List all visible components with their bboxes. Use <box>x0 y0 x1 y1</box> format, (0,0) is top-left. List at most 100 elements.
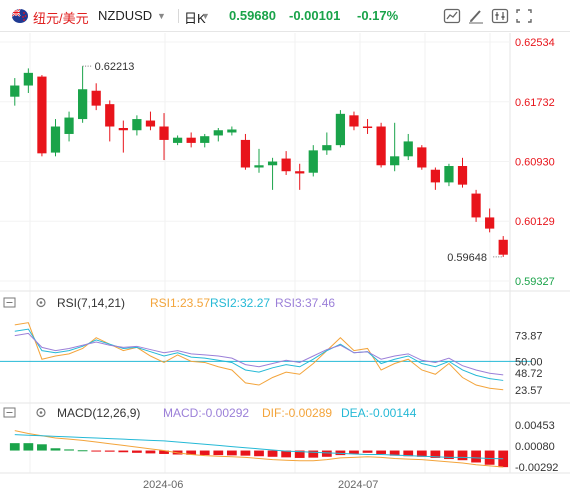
macd-histogram-bar <box>321 450 332 457</box>
candle-body <box>498 239 508 255</box>
candlestick-chart[interactable]: 0.62534 0.61732 0.60930 0.60129 0.59327 0.622… <box>0 33 570 495</box>
macd-histogram-bar <box>335 450 346 456</box>
macd-histogram-bar <box>77 450 88 452</box>
macd-histogram-bar <box>498 450 509 468</box>
candle-body <box>91 90 101 106</box>
chevron-down-icon[interactable]: ▼ <box>157 11 166 21</box>
candle-body <box>186 137 196 143</box>
candle-body <box>200 136 210 143</box>
macd-histogram-bar <box>416 450 427 457</box>
low-price-label: 0.59648 <box>447 252 487 264</box>
candle-body <box>295 171 305 174</box>
candle-body <box>105 104 115 127</box>
candle-body <box>444 166 454 183</box>
candle-body <box>267 161 278 166</box>
candle-body <box>23 72 33 86</box>
candle-body <box>403 141 413 157</box>
minimize-icon <box>3 297 16 308</box>
candle-body <box>227 129 237 133</box>
macd-dif-line <box>14 430 504 468</box>
rsi-line-3 <box>14 332 504 376</box>
macd-histogram-bar <box>294 450 305 458</box>
candle-body <box>417 147 427 168</box>
rsi-legend-3: RSI3:37.46 <box>275 296 335 310</box>
draw-icon[interactable] <box>467 8 485 24</box>
macd-histogram-bar <box>349 450 359 454</box>
macd-histogram-bar <box>240 450 251 456</box>
period-selector[interactable]: 日K <box>184 11 206 26</box>
date-axis-label: 2024-07 <box>338 479 378 491</box>
macd-histogram-bar <box>362 450 373 453</box>
candle-body <box>132 119 142 131</box>
header-divider <box>178 9 179 23</box>
candle-body <box>349 115 359 127</box>
rsi-tick-label: 48.72 <box>515 368 543 380</box>
chevron-down-icon[interactable]: ▼ <box>201 11 210 21</box>
macd-dea-line <box>14 434 504 460</box>
macd-legend-1: MACD:-0.00292 <box>163 406 249 420</box>
last-price: 0.59680 <box>229 8 276 23</box>
date-axis-label: 2024-06 <box>143 479 183 491</box>
candle-body <box>471 193 481 218</box>
candle-body <box>362 126 373 129</box>
minimize-icon <box>3 407 16 418</box>
macd-histogram-bar <box>91 450 102 452</box>
macd-tick-label: 0.00080 <box>515 441 555 453</box>
candle-body <box>118 128 128 131</box>
pair-name-cn[interactable]: 纽元/美元 <box>33 11 89 26</box>
macd-histogram-bar <box>118 450 129 453</box>
macd-histogram-bar <box>199 450 210 456</box>
rsi-line-2 <box>14 328 504 381</box>
macd-legend-3: DEA:-0.00144 <box>341 406 417 420</box>
macd-histogram-bar <box>267 450 278 457</box>
macd-histogram-bar <box>186 450 197 455</box>
candle-body <box>457 166 468 185</box>
candle-body <box>376 126 386 166</box>
rsi-tick-label: 50.00 <box>515 356 543 368</box>
price-tick-label: 0.60930 <box>515 157 555 169</box>
candle-body <box>172 137 183 143</box>
pair-symbol[interactable]: NZDUSD <box>98 8 153 23</box>
candle-body <box>322 145 332 151</box>
settings-gear-icon-center <box>39 301 43 304</box>
price-change: -0.00101 <box>289 8 341 23</box>
tools-icon[interactable] <box>491 8 509 24</box>
chart-header: 纽元/美元 NZDUSD ▼ 日K ▼ 0.59680 -0.00101 -0.… <box>0 0 570 32</box>
macd-histogram-bar <box>403 450 414 457</box>
macd-histogram-bar <box>457 450 468 461</box>
fullscreen-icon[interactable] <box>515 8 533 24</box>
candle-body <box>78 89 88 120</box>
macd-histogram-bar <box>254 450 264 457</box>
macd-histogram-bar <box>308 450 319 458</box>
candle-body <box>213 130 223 136</box>
rsi-title: RSI(7,14,21) <box>57 296 125 310</box>
macd-histogram-bar <box>9 443 20 451</box>
rsi-legend-1: RSI1:23.57 <box>150 296 210 310</box>
macd-histogram-bar <box>226 450 237 456</box>
candle-body <box>145 120 156 127</box>
macd-legend-2: DIF:-0.00289 <box>262 406 332 420</box>
indicator-icon[interactable] <box>443 8 461 24</box>
macd-histogram-bar <box>389 450 400 456</box>
high-price-label: 0.62213 <box>95 61 135 73</box>
candle-body <box>281 158 291 172</box>
macd-tick-label: 0.00453 <box>515 420 555 432</box>
candle-body <box>37 76 47 154</box>
candle-body <box>254 165 264 168</box>
rsi-line-1 <box>14 322 504 391</box>
candle-body <box>50 126 61 153</box>
macd-histogram-bar <box>430 450 441 458</box>
price-tick-label: 0.59327 <box>515 276 555 288</box>
candle-body <box>390 156 400 166</box>
macd-histogram-bar <box>132 450 142 453</box>
settings-gear-icon <box>36 297 46 308</box>
macd-histogram-bar <box>444 450 454 460</box>
macd-histogram-bar <box>23 443 34 451</box>
macd-histogram-bar <box>376 450 386 454</box>
settings-gear-icon <box>36 407 46 418</box>
macd-histogram-bar <box>37 444 47 451</box>
price-tick-label: 0.62534 <box>515 37 555 49</box>
rsi-tick-label: 73.87 <box>515 331 543 343</box>
candle-body <box>240 139 251 168</box>
macd-histogram-bar <box>213 450 224 456</box>
